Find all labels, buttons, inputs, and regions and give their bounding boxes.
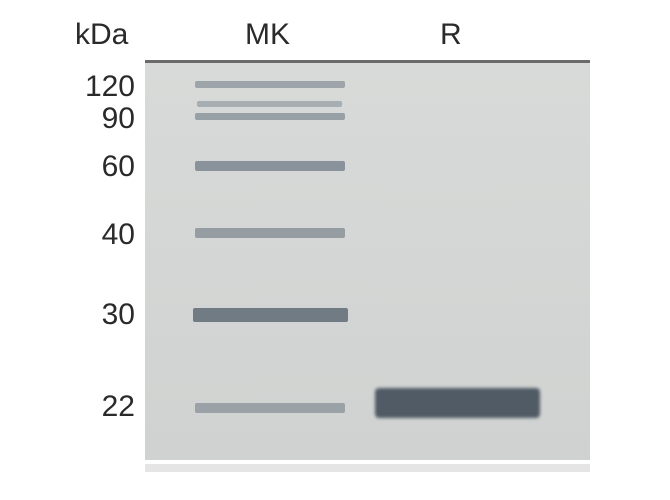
gel-bottom-strip <box>145 464 590 472</box>
lane-r-label: R <box>440 18 462 52</box>
mw-marker-label: 60 <box>65 150 135 184</box>
mw-marker-label: 30 <box>65 298 135 332</box>
gel-band-mk <box>195 403 345 413</box>
lane-r <box>370 63 540 463</box>
lane-mk-label: MK <box>245 18 290 52</box>
gel-band-mk <box>193 308 348 322</box>
mw-marker-label: 40 <box>65 218 135 252</box>
mw-marker-label: 90 <box>65 102 135 136</box>
gel-band-mk <box>195 228 345 238</box>
gel-band-mk <box>195 81 345 88</box>
unit-label: kDa <box>75 18 128 52</box>
mw-marker-label: 22 <box>65 390 135 424</box>
mw-marker-label: 120 <box>65 70 135 104</box>
gel-image-container: kDa MK R 12090 60 40 30 22 <box>0 0 670 500</box>
gel-band-mk <box>195 113 345 120</box>
gel-band-mk <box>195 161 345 171</box>
gel-area <box>145 60 590 460</box>
lane-mk <box>185 63 355 463</box>
gel-band-mk <box>197 101 342 107</box>
gel-band-r <box>375 388 540 418</box>
